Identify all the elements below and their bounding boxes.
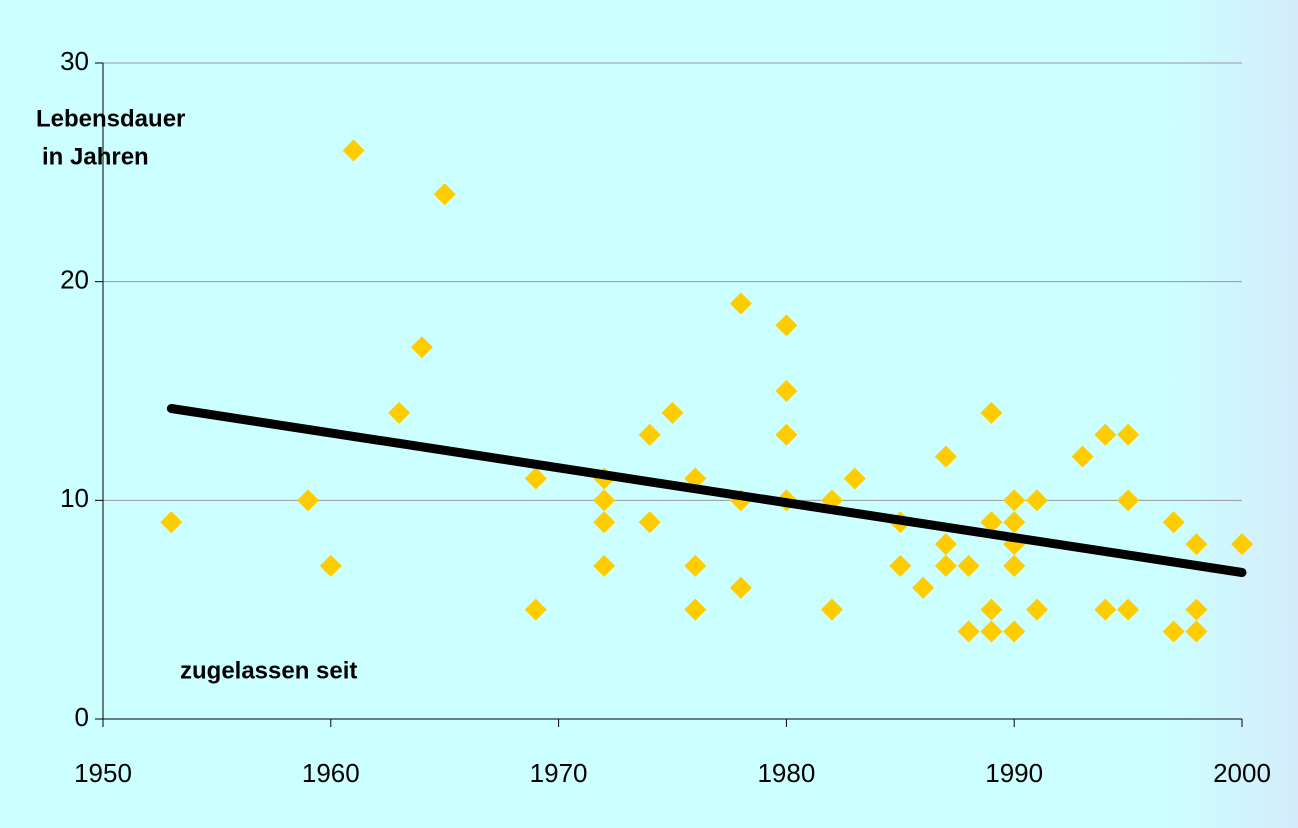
marker: [843, 467, 866, 490]
marker: [889, 554, 912, 577]
marker: [1094, 598, 1117, 621]
marker: [775, 314, 798, 337]
marker: [160, 511, 183, 534]
marker: [684, 598, 707, 621]
marker: [319, 554, 342, 577]
marker: [729, 292, 752, 315]
marker: [1117, 423, 1140, 446]
marker: [1071, 445, 1094, 468]
marker: [980, 598, 1003, 621]
marker: [1162, 620, 1185, 643]
y-tick-label: 10: [60, 483, 89, 513]
y-axis-label: Lebensdauer: [36, 105, 185, 132]
marker: [661, 401, 684, 424]
marker: [684, 554, 707, 577]
marker: [342, 139, 365, 162]
marker: [820, 598, 843, 621]
marker: [1003, 620, 1026, 643]
marker: [957, 554, 980, 577]
marker: [524, 467, 547, 490]
marker: [410, 336, 433, 359]
marker: [524, 598, 547, 621]
trend-line: [166, 403, 1247, 577]
marker: [1003, 554, 1026, 577]
marker: [1094, 423, 1117, 446]
marker: [1003, 511, 1026, 534]
x-tick-label: 1960: [302, 758, 360, 788]
marker: [775, 423, 798, 446]
marker: [1117, 489, 1140, 512]
x-tick-label: 1990: [985, 758, 1043, 788]
marker: [388, 401, 411, 424]
marker: [729, 576, 752, 599]
marker: [775, 380, 798, 402]
marker: [638, 511, 661, 534]
x-tick-label: 1980: [757, 758, 815, 788]
marker: [1003, 489, 1026, 512]
marker: [1185, 598, 1208, 621]
marker: [957, 620, 980, 643]
marker: [1185, 620, 1208, 643]
marker: [297, 489, 320, 512]
marker: [980, 401, 1003, 424]
x-tick-label: 1950: [74, 758, 132, 788]
x-tick-label: 1970: [530, 758, 588, 788]
marker: [934, 533, 957, 556]
marker: [1185, 533, 1208, 556]
marker: [980, 511, 1003, 534]
marker: [638, 423, 661, 446]
y-tick-label: 20: [60, 265, 89, 295]
marker: [1025, 489, 1048, 512]
y-tick-label: 0: [75, 702, 89, 732]
marker: [1025, 598, 1048, 621]
y-axis-label: in Jahren: [42, 143, 149, 170]
marker: [1231, 533, 1253, 556]
x-axis-label: zugelassen seit: [180, 657, 357, 684]
marker: [980, 620, 1003, 643]
marker: [593, 554, 616, 577]
y-tick-label: 30: [60, 46, 89, 76]
marker: [934, 554, 957, 577]
marker: [593, 511, 616, 534]
marker: [1117, 598, 1140, 621]
x-tick-label: 2000: [1213, 758, 1271, 788]
marker: [433, 183, 456, 206]
marker: [1162, 511, 1185, 534]
marker: [912, 576, 935, 599]
marker: [934, 445, 957, 468]
marker: [593, 489, 616, 512]
